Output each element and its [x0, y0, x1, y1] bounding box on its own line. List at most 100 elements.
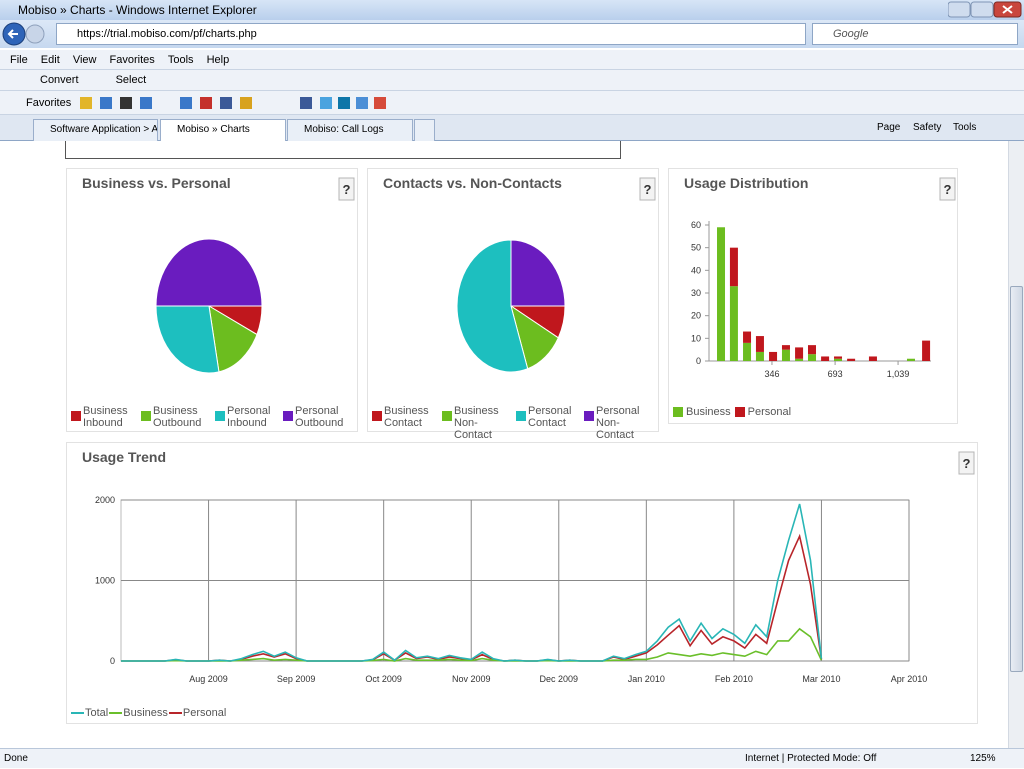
- bar-segment: [781, 349, 790, 361]
- y-tick-label: 20: [691, 311, 701, 321]
- bar-segment: [847, 358, 856, 361]
- fav-icon[interactable]: [374, 97, 386, 109]
- legend-item: Business Non-Contact: [442, 405, 514, 441]
- fav-icon[interactable]: [356, 97, 368, 109]
- menu-item[interactable]: File: [10, 54, 28, 66]
- menu-item[interactable]: View: [72, 54, 97, 66]
- new-tab[interactable]: [414, 119, 435, 141]
- chart: Usage Trend ? 0 1000 2000 Aug 2009 Sep 2009 Oct…: [82, 449, 975, 684]
- command-button[interactable]: Tools: [953, 122, 977, 133]
- content-box-edge: [65, 141, 621, 159]
- status-text: Done: [4, 753, 28, 764]
- bar-segment: [795, 358, 804, 361]
- legend-item: Personal: [168, 707, 227, 719]
- help-button[interactable]: [639, 177, 656, 201]
- bar-segment: [755, 336, 764, 352]
- title-bar: Mobiso » Charts - Windows Internet Explo…: [0, 0, 1024, 20]
- scrollbar[interactable]: [1008, 141, 1024, 748]
- fav-icon[interactable]: [200, 97, 212, 109]
- chart: Usage Distribution ? 0 10 20 30 40 50 60 346 693 1,…: [684, 175, 956, 379]
- tab[interactable]: Mobiso: Call Logs: [287, 119, 413, 141]
- legend-item: Total: [71, 707, 108, 719]
- menu-item[interactable]: Tools: [167, 54, 194, 66]
- window-controls: [948, 1, 1022, 18]
- fav-icon[interactable]: [220, 97, 232, 109]
- chart-panel: Business vs. Personal? Business Inbound Bu…: [66, 168, 358, 432]
- help-label[interactable]: ?: [343, 182, 351, 197]
- legend: Business Personal: [673, 406, 795, 418]
- menu-item[interactable]: Help: [206, 54, 230, 66]
- help-label[interactable]: ?: [963, 456, 971, 471]
- scroll-thumb[interactable]: [1010, 286, 1023, 672]
- fav-icon[interactable]: [320, 97, 332, 109]
- address-bar: https://trial.mobiso.com/pf/charts.php G…: [0, 20, 1024, 48]
- y-tick-label: 0: [696, 356, 701, 366]
- y-tick-label: 50: [691, 243, 701, 253]
- tab[interactable]: Software Application > Ad...: [33, 119, 158, 141]
- help-label[interactable]: ?: [644, 182, 652, 197]
- chart: Business vs. Personal?: [82, 175, 355, 374]
- bar-segment: [743, 342, 752, 361]
- fav-icon[interactable]: [100, 97, 112, 109]
- bar-segment: [717, 227, 726, 361]
- bar-segment: [769, 351, 778, 361]
- x-tick-label: Apr 2010: [891, 674, 928, 684]
- y-tick-label: 1000: [95, 576, 115, 586]
- fav-icon[interactable]: [120, 97, 132, 109]
- legend-label: Personal Contact: [528, 405, 572, 429]
- fav-icon[interactable]: [80, 97, 92, 109]
- menu-item[interactable]: Edit: [40, 54, 60, 66]
- toolbar-button[interactable]: Select: [115, 74, 147, 86]
- x-tick-label: Aug 2009: [189, 674, 228, 684]
- pie-slice: [510, 239, 566, 307]
- toolbar-button[interactable]: Convert: [40, 74, 79, 86]
- legend-item: Personal Outbound: [283, 405, 355, 429]
- legend-swatch: [372, 411, 382, 421]
- back-icon: [7, 29, 18, 39]
- fav-icon[interactable]: [140, 97, 152, 109]
- nav-buttons: [2, 22, 45, 46]
- help-label[interactable]: ?: [944, 182, 952, 197]
- y-tick-label: 40: [691, 265, 701, 275]
- url-field[interactable]: https://trial.mobiso.com/pf/charts.php: [56, 23, 806, 45]
- bar-segment: [807, 345, 816, 355]
- x-tick-label: Feb 2010: [715, 674, 753, 684]
- bar-segment: [743, 331, 752, 343]
- legend-swatch: [516, 411, 526, 421]
- x-tick-label: Jan 2010: [628, 674, 665, 684]
- legend-label: Personal: [182, 707, 227, 719]
- legend-swatch: [283, 411, 293, 421]
- zoom-level[interactable]: 125%: [970, 753, 996, 764]
- chart-title: Contacts vs. Non-Contacts: [383, 175, 562, 191]
- legend-item: Personal: [734, 406, 791, 418]
- x-tick-label: Sep 2009: [277, 674, 316, 684]
- forward-button[interactable]: [25, 24, 45, 44]
- command-button[interactable]: Page: [877, 122, 901, 133]
- tab-active[interactable]: Mobiso » Charts: [160, 119, 286, 141]
- toolbar: Convert Select: [0, 70, 1024, 91]
- maximize-button[interactable]: [970, 1, 994, 18]
- help-button[interactable]: [338, 177, 355, 201]
- menu-item[interactable]: Favorites: [109, 54, 155, 66]
- fav-icon[interactable]: [300, 97, 312, 109]
- search-field[interactable]: Google: [812, 23, 1018, 45]
- x-tick-label: Mar 2010: [802, 674, 840, 684]
- fav-icon[interactable]: [180, 97, 192, 109]
- legend-label: Personal Inbound: [227, 405, 271, 429]
- legend-item: Personal Non-Contact: [584, 405, 656, 441]
- fav-icon[interactable]: [240, 97, 252, 109]
- help-button[interactable]: [958, 451, 975, 475]
- command-button[interactable]: Safety: [913, 122, 942, 133]
- legend-swatch: [584, 411, 594, 421]
- legend-line: [109, 712, 123, 714]
- series-line: [121, 627, 823, 662]
- fav-icon[interactable]: [338, 97, 350, 109]
- window-title: Mobiso » Charts - Windows Internet Explo…: [18, 3, 257, 17]
- legend: Total Business Personal: [71, 707, 227, 719]
- favorites-button[interactable]: Favorites: [26, 97, 72, 109]
- help-button[interactable]: [939, 177, 956, 201]
- legend-label: Business: [686, 406, 731, 418]
- minimize-button[interactable]: [948, 1, 971, 18]
